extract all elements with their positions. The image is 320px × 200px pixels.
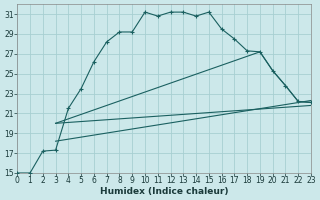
X-axis label: Humidex (Indice chaleur): Humidex (Indice chaleur) [100,187,228,196]
